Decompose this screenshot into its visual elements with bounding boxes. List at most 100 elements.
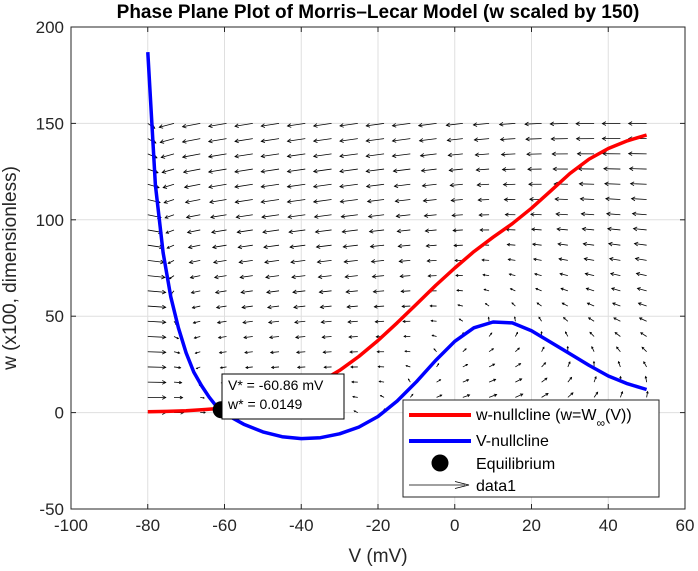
quiver-arrow [560, 288, 568, 292]
quiver-arrowhead [313, 214, 319, 219]
quiver-arrow [191, 290, 201, 294]
quiver-arrow [318, 275, 332, 278]
quiver-arrow [349, 336, 358, 338]
quiver-arrow [587, 302, 595, 307]
quiver-arrow [262, 229, 280, 233]
quiver-arrowhead [592, 360, 596, 364]
quiver-arrowhead [161, 319, 167, 325]
quiver-arrow [478, 199, 490, 201]
quiver-arrowhead [183, 184, 189, 189]
quiver-arrow [448, 153, 463, 156]
quiver-arrow [501, 153, 516, 155]
quiver-arrow [217, 320, 227, 324]
quiver-arrowhead [446, 137, 452, 143]
quiver-arrow [160, 138, 175, 143]
quiver-arrow [580, 198, 595, 200]
quiver-arrowhead [530, 227, 536, 232]
quiver-arrowhead [240, 289, 245, 295]
quiver-arrowhead [266, 304, 272, 310]
quiver-arrow [173, 351, 180, 354]
quiver-arrowhead [536, 302, 540, 305]
quiver-arrowhead [641, 346, 645, 350]
quiver-arrowhead [158, 124, 164, 129]
quiver-arrowhead [594, 376, 597, 379]
quiver-arrowhead [287, 214, 292, 219]
quiver-arrow [636, 273, 647, 277]
quiver-arrowhead [365, 183, 371, 189]
quiver-arrow [446, 123, 463, 126]
quiver-arrowhead [192, 320, 196, 324]
quiver-arrow [641, 346, 647, 353]
quiver-arrowhead [190, 290, 195, 295]
quiver-arrow [190, 275, 201, 279]
quiver-arrowhead [347, 319, 352, 324]
y-tick-label: 200 [36, 18, 64, 37]
quiver-arrowhead [163, 199, 168, 204]
quiver-arrow [488, 394, 497, 398]
quiver-arrow [244, 351, 253, 354]
quiver-arrow [488, 363, 495, 368]
quiver-arrow [610, 273, 621, 277]
v-nullcline-line [146, 52, 648, 441]
quiver-arrowhead [585, 287, 590, 291]
quiver-arrowhead [236, 229, 242, 235]
quiver-arrowhead [167, 261, 171, 264]
quiver-arrowhead [339, 138, 344, 143]
quiver-arrowhead [176, 336, 180, 340]
quiver-arrowhead [421, 183, 427, 188]
x-tick-label: -20 [366, 516, 391, 535]
quiver-arrow [584, 258, 595, 261]
quiver-arrowhead [483, 288, 486, 291]
quiver-arrow [375, 320, 385, 323]
quiver-arrow [289, 229, 306, 233]
quiver-arrow [635, 258, 647, 261]
quiver-arrow [214, 275, 227, 278]
quiver-arrowhead [370, 259, 376, 264]
quiver-arrow [287, 138, 306, 142]
quiver-arrowhead [315, 244, 321, 249]
quiver-arrow [550, 123, 568, 125]
quiver-arrowhead [540, 330, 543, 334]
quiver-arrowhead [312, 138, 318, 143]
quiver-arrowhead [239, 274, 245, 280]
legend-label-data1: data1 [476, 478, 516, 495]
quiver-arrowhead [493, 378, 497, 382]
quiver-arrowhead [493, 393, 498, 397]
quiver-arrow [616, 346, 621, 352]
quiver-arrowhead [396, 228, 402, 234]
quiver-arrowhead [633, 241, 639, 247]
quiver-arrow [269, 336, 280, 338]
quiver-arrowhead [545, 393, 549, 396]
quiver-arrowhead [218, 350, 223, 354]
quiver-arrowhead [511, 302, 514, 305]
quiver-arrow [186, 214, 201, 218]
quiver-arrowhead [352, 395, 355, 399]
quiver-arrowhead [635, 272, 641, 277]
quiver-arrow [219, 351, 227, 354]
quiver-arrowhead [575, 136, 581, 142]
quiver-arrow [241, 290, 253, 293]
quiver-arrowhead [339, 153, 344, 159]
quiver-arrowhead [515, 331, 518, 335]
quiver-arrow [287, 183, 306, 188]
x-axis-label: V (mV) [348, 546, 407, 567]
quiver-arrow [531, 228, 542, 231]
quiver-arrowhead [403, 334, 407, 338]
quiver-arrowhead [286, 153, 292, 159]
quiver-arrow [452, 214, 463, 216]
quiver-arrowhead [508, 273, 512, 276]
quiver-arrowhead [238, 259, 244, 265]
quiver-arrowhead [475, 167, 481, 173]
quiver-arrow [297, 366, 306, 368]
quiver-arrow [147, 305, 166, 308]
quiver-arrowhead [166, 245, 170, 249]
quiver-arrowhead [582, 241, 588, 247]
quiver-arrowhead [524, 121, 529, 127]
quiver-arrowhead [312, 184, 318, 189]
quiver-arrowhead [260, 168, 266, 174]
quiver-arrowhead [369, 244, 375, 249]
quiver-arrowhead [346, 304, 351, 309]
quiver-arrowhead [207, 123, 213, 129]
quiver-arrow [313, 183, 332, 188]
quiver-arrowhead [506, 242, 511, 247]
